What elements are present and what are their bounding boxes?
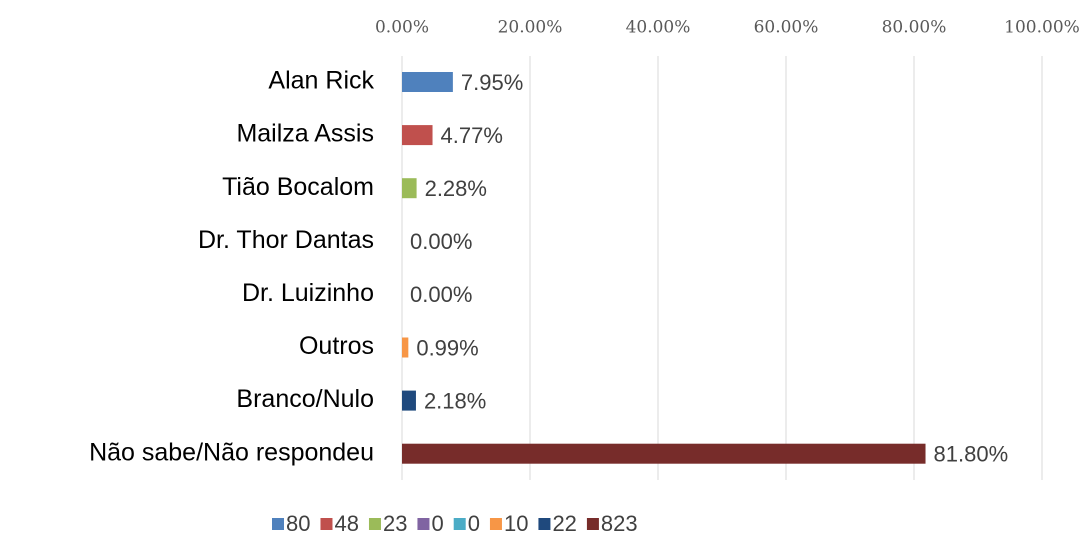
category-label: Alan Rick xyxy=(268,67,374,95)
category-label: Outros xyxy=(299,332,374,360)
bar xyxy=(402,125,433,146)
x-tick-label: 60.00% xyxy=(754,18,819,38)
legend-swatch xyxy=(368,518,381,530)
bar xyxy=(402,178,417,199)
x-tick-label: 80.00% xyxy=(882,18,947,38)
category-label: Branco/Nulo xyxy=(236,385,374,413)
category-label: Mailza Assis xyxy=(236,120,374,148)
legend-swatch xyxy=(453,518,466,530)
category-label: Tião Bocalom xyxy=(222,173,374,201)
value-label: 81.80% xyxy=(934,442,1009,467)
value-label: 0.00% xyxy=(410,229,472,254)
legend-swatch xyxy=(538,518,551,530)
bar xyxy=(402,390,416,411)
bar xyxy=(402,443,926,464)
x-tick-label: 40.00% xyxy=(626,18,691,38)
value-label: 4.77% xyxy=(441,123,503,148)
x-tick-label: 0.00% xyxy=(375,18,429,38)
legend-label: 0 xyxy=(431,511,443,533)
bar xyxy=(402,337,409,358)
legend-label: 10 xyxy=(504,511,528,533)
category-label: Dr. Luizinho xyxy=(242,279,374,307)
x-tick-label: 100.00% xyxy=(1004,18,1080,38)
category-label: Não sabe/Não respondeu xyxy=(89,438,374,466)
value-label: 2.18% xyxy=(424,388,486,413)
legend-swatch xyxy=(320,518,333,530)
value-label: 7.95% xyxy=(461,70,523,95)
category-label: Dr. Thor Dantas xyxy=(198,226,374,254)
legend-label: 80 xyxy=(286,511,310,533)
value-label: 0.99% xyxy=(416,335,478,360)
legend-swatch xyxy=(489,518,502,530)
bar xyxy=(402,72,453,92)
legend-label: 23 xyxy=(383,511,407,533)
value-label: 0.00% xyxy=(410,282,472,307)
value-label: 2.28% xyxy=(425,176,487,201)
legend-label: 48 xyxy=(334,511,358,533)
x-tick-label: 20.00% xyxy=(498,18,563,38)
legend-swatch xyxy=(417,518,430,530)
legend-swatch xyxy=(272,518,284,530)
legend-label: 22 xyxy=(552,511,576,533)
legend-label: 823 xyxy=(601,511,638,533)
legend-label: 0 xyxy=(468,511,480,533)
legend-swatch xyxy=(586,518,599,530)
